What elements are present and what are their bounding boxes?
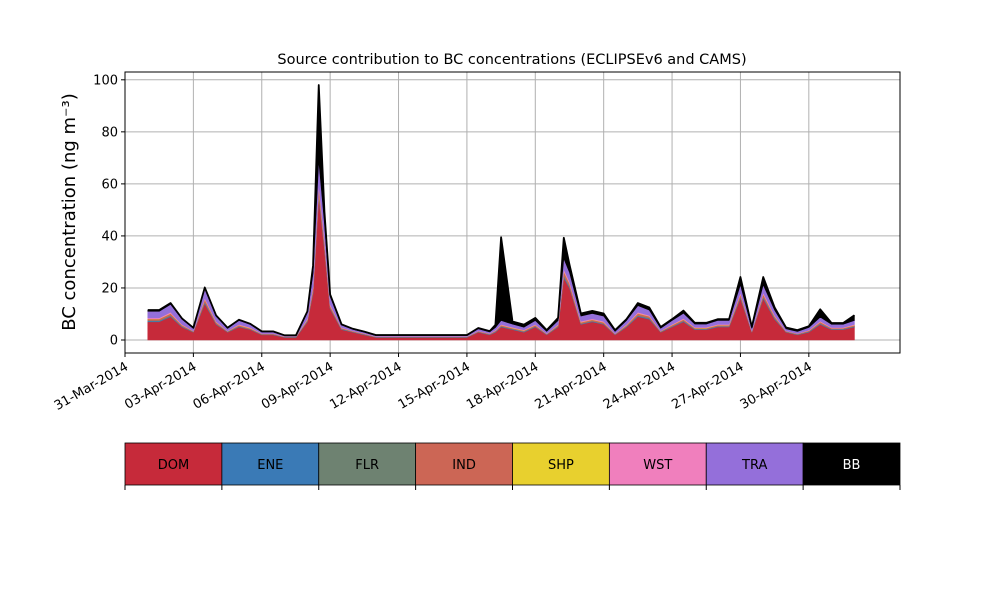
chart-title: Source contribution to BC concentrations…	[277, 52, 746, 68]
legend-label-wst: WST	[643, 458, 672, 473]
axes-frame	[124, 71, 901, 354]
legend-label-tra: TRA	[741, 458, 767, 473]
stacked-areas	[147, 84, 855, 341]
legend-label-bb: BB	[843, 458, 861, 473]
grid-lines	[124, 72, 900, 353]
y-tick-label: 20	[101, 281, 118, 296]
legend-swatch-ind	[415, 442, 513, 486]
legend-label-flr: FLR	[355, 458, 379, 473]
y-tick-label: 60	[101, 177, 118, 192]
legend-label-shp: SHP	[548, 458, 574, 473]
y-tick-label: 100	[93, 73, 118, 88]
y-axis-label: BC concentration (ng m⁻³)	[59, 93, 80, 331]
legend-label-ind: IND	[452, 458, 476, 473]
y-tick-label: 40	[101, 229, 118, 244]
legend-label-dom: DOM	[158, 458, 189, 473]
legend: DOM ENE FLR IND SHP WST TRA BB	[124, 442, 901, 490]
legend-swatch-flr	[318, 442, 417, 486]
y-tick-label: 80	[101, 125, 118, 140]
legend-label-ene: ENE	[257, 458, 283, 473]
legend-swatch-wst	[608, 442, 707, 486]
legend-swatch-ene	[221, 442, 320, 486]
legend-swatch-bb	[802, 442, 901, 486]
y-tick-label: 0	[110, 333, 118, 348]
total-outline	[147, 84, 855, 337]
legend-swatch-shp	[512, 442, 610, 486]
